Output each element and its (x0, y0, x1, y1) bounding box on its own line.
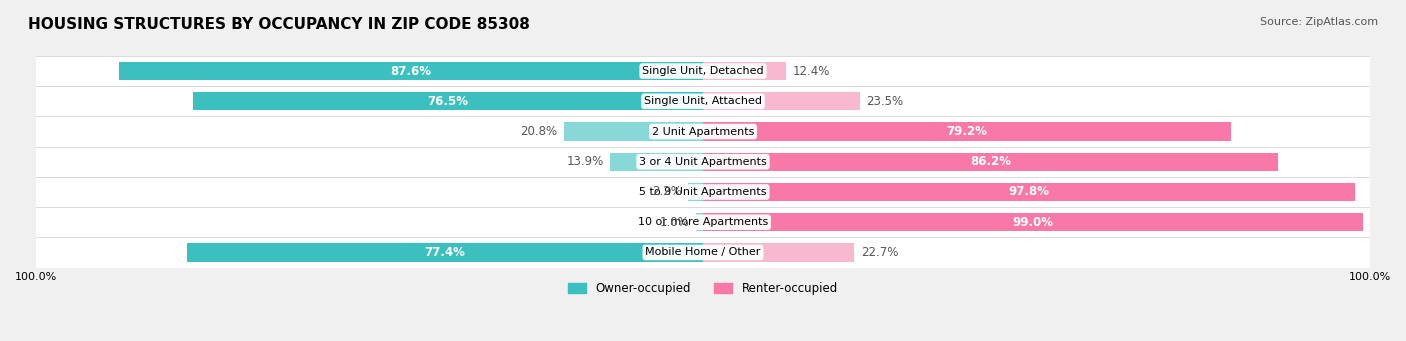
Text: 97.8%: 97.8% (1008, 186, 1050, 198)
Bar (703, 183, 1355, 201)
Text: 23.5%: 23.5% (866, 95, 904, 108)
Text: 76.5%: 76.5% (427, 95, 468, 108)
Bar (37, 56, 1369, 86)
Bar (610, 153, 703, 171)
Text: Mobile Home / Other: Mobile Home / Other (645, 248, 761, 257)
Text: 87.6%: 87.6% (391, 64, 432, 77)
Bar (689, 183, 703, 201)
Text: 1.0%: 1.0% (659, 216, 690, 229)
Text: 20.8%: 20.8% (520, 125, 558, 138)
Bar (703, 62, 786, 80)
Bar (37, 207, 1369, 237)
Text: Single Unit, Attached: Single Unit, Attached (644, 96, 762, 106)
Text: 77.4%: 77.4% (425, 246, 465, 259)
Bar (120, 62, 703, 80)
Bar (696, 213, 703, 231)
Legend: Owner-occupied, Renter-occupied: Owner-occupied, Renter-occupied (564, 277, 842, 300)
Bar (193, 92, 703, 110)
Bar (703, 122, 1232, 140)
Text: 12.4%: 12.4% (793, 64, 830, 77)
Text: 22.7%: 22.7% (860, 246, 898, 259)
Text: Single Unit, Detached: Single Unit, Detached (643, 66, 763, 76)
Text: 13.9%: 13.9% (567, 155, 603, 168)
Bar (187, 243, 703, 262)
Bar (703, 92, 859, 110)
Text: 2 Unit Apartments: 2 Unit Apartments (652, 127, 754, 136)
Bar (37, 116, 1369, 147)
Text: 2.2%: 2.2% (652, 186, 682, 198)
Text: 5 to 9 Unit Apartments: 5 to 9 Unit Apartments (640, 187, 766, 197)
Text: 86.2%: 86.2% (970, 155, 1011, 168)
Bar (703, 213, 1364, 231)
Text: HOUSING STRUCTURES BY OCCUPANCY IN ZIP CODE 85308: HOUSING STRUCTURES BY OCCUPANCY IN ZIP C… (28, 17, 530, 32)
Text: 79.2%: 79.2% (946, 125, 987, 138)
Bar (703, 243, 855, 262)
Bar (37, 177, 1369, 207)
Bar (703, 153, 1278, 171)
Text: Source: ZipAtlas.com: Source: ZipAtlas.com (1260, 17, 1378, 27)
Bar (564, 122, 703, 140)
Text: 3 or 4 Unit Apartments: 3 or 4 Unit Apartments (640, 157, 766, 167)
Text: 10 or more Apartments: 10 or more Apartments (638, 217, 768, 227)
Text: 99.0%: 99.0% (1012, 216, 1053, 229)
Bar (37, 86, 1369, 116)
Bar (37, 237, 1369, 268)
Bar (37, 147, 1369, 177)
